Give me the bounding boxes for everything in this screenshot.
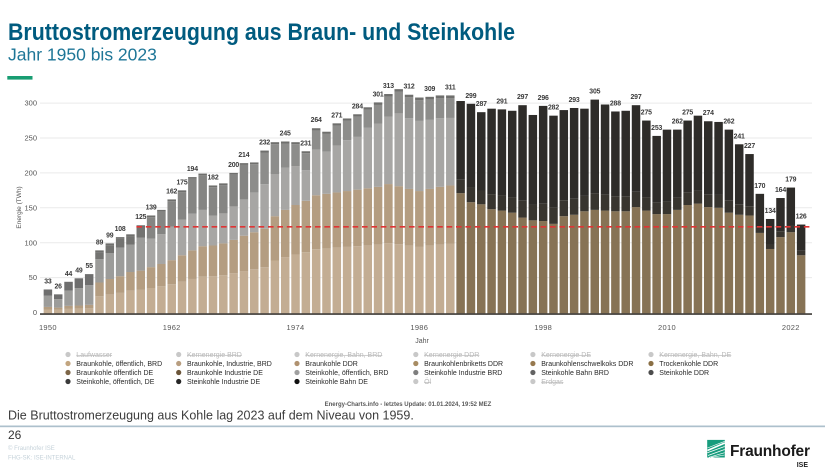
svg-text:297: 297: [517, 94, 528, 101]
svg-text:232: 232: [259, 140, 270, 147]
svg-text:89: 89: [96, 239, 104, 246]
svg-text:Braunkohlenbriketts DDR: Braunkohlenbriketts DDR: [424, 361, 503, 368]
svg-text:Braunkohle DDR: Braunkohle DDR: [305, 361, 358, 368]
svg-text:305: 305: [589, 89, 600, 96]
svg-text:182: 182: [207, 175, 218, 182]
svg-text:Braunkohle Industrie DE: Braunkohle Industrie DE: [187, 370, 263, 377]
svg-text:275: 275: [641, 110, 652, 117]
svg-text:2022: 2022: [782, 323, 800, 332]
svg-text:26: 26: [55, 283, 63, 290]
svg-text:231: 231: [300, 140, 311, 147]
svg-text:Laufwasser: Laufwasser: [76, 352, 112, 359]
svg-text:26: 26: [8, 428, 22, 442]
svg-text:134: 134: [765, 208, 776, 215]
svg-text:50: 50: [29, 273, 37, 282]
svg-text:139: 139: [146, 205, 157, 212]
svg-text:108: 108: [115, 226, 126, 233]
svg-text:ISE: ISE: [797, 462, 809, 469]
svg-text:150: 150: [24, 203, 37, 212]
svg-text:164: 164: [775, 187, 786, 194]
svg-text:162: 162: [166, 188, 177, 195]
svg-text:Steinkohle, öffentlich, DE: Steinkohle, öffentlich, DE: [76, 379, 154, 386]
svg-text:200: 200: [228, 162, 239, 169]
svg-text:Kernenergie, Bahn, DE: Kernenergie, Bahn, DE: [659, 352, 731, 359]
svg-text:Energy-Charts.info - letztes U: Energy-Charts.info - letztes Update: 01.…: [325, 402, 492, 408]
svg-text:49: 49: [75, 267, 83, 274]
svg-text:Die Bruttostromerzeugung aus K: Die Bruttostromerzeugung aus Kohle lag 2…: [8, 409, 414, 423]
svg-text:Energie (TWh): Energie (TWh): [16, 186, 23, 228]
svg-text:1998: 1998: [534, 323, 552, 332]
svg-text:287: 287: [476, 101, 487, 108]
svg-text:227: 227: [744, 143, 755, 150]
svg-text:Jahr 1950 bis 2023: Jahr 1950 bis 2023: [8, 45, 157, 65]
svg-text:126: 126: [796, 214, 807, 221]
svg-text:245: 245: [280, 131, 291, 138]
svg-text:194: 194: [187, 166, 198, 173]
svg-text:214: 214: [238, 152, 249, 159]
svg-text:175: 175: [176, 179, 187, 186]
svg-text:2010: 2010: [658, 323, 676, 332]
svg-text:284: 284: [352, 103, 363, 110]
svg-text:291: 291: [496, 98, 507, 105]
svg-text:179: 179: [785, 177, 796, 184]
svg-text:288: 288: [610, 101, 621, 108]
svg-text:299: 299: [465, 93, 476, 100]
svg-text:271: 271: [331, 112, 342, 119]
svg-text:312: 312: [403, 84, 414, 91]
svg-text:1950: 1950: [39, 323, 57, 332]
svg-text:241: 241: [734, 133, 745, 140]
svg-text:313: 313: [383, 83, 394, 90]
svg-text:Steinkohle Industrie DE: Steinkohle Industrie DE: [187, 379, 260, 386]
svg-text:Steinkohle Bahn DE: Steinkohle Bahn DE: [305, 379, 368, 386]
svg-text:55: 55: [86, 263, 94, 270]
svg-text:293: 293: [569, 97, 580, 104]
svg-text:296: 296: [538, 95, 549, 102]
svg-text:FHG-SK: ISE-INTERNAL: FHG-SK: ISE-INTERNAL: [8, 456, 76, 462]
svg-text:0: 0: [33, 308, 37, 317]
svg-text:Kernenergie DDR: Kernenergie DDR: [424, 352, 479, 359]
svg-text:1962: 1962: [163, 323, 181, 332]
svg-text:Bruttostromerzeugung aus Braun: Bruttostromerzeugung aus Braun- und Stei…: [8, 19, 515, 46]
svg-text:Braunkohle, Industrie, BRD: Braunkohle, Industrie, BRD: [187, 361, 272, 368]
svg-text:301: 301: [373, 91, 384, 98]
svg-text:264: 264: [311, 117, 322, 124]
svg-text:309: 309: [424, 86, 435, 93]
svg-text:262: 262: [672, 119, 683, 126]
svg-text:99: 99: [106, 232, 114, 239]
svg-text:Steinkohle, öffentlich, BRD: Steinkohle, öffentlich, BRD: [305, 370, 388, 377]
svg-text:Braunkohle, öffentlich, BRD: Braunkohle, öffentlich, BRD: [76, 361, 162, 368]
svg-text:275: 275: [682, 110, 693, 117]
svg-text:Steinkohle Bahn BRD: Steinkohle Bahn BRD: [541, 370, 609, 377]
svg-text:250: 250: [24, 134, 37, 143]
svg-text:Jahr: Jahr: [415, 338, 429, 345]
svg-text:297: 297: [630, 94, 641, 101]
svg-text:Fraunhofer: Fraunhofer: [730, 443, 810, 460]
svg-text:Kernenergie, Bahn, BRD: Kernenergie, Bahn, BRD: [305, 352, 382, 359]
svg-text:Erdgas: Erdgas: [541, 379, 564, 386]
svg-text:Kernenergie BRD: Kernenergie BRD: [187, 352, 242, 359]
svg-text:274: 274: [703, 110, 714, 117]
svg-text:100: 100: [24, 238, 37, 247]
svg-text:Steinkohle Industrie BRD: Steinkohle Industrie BRD: [424, 370, 502, 377]
svg-text:253: 253: [651, 125, 662, 132]
svg-text:Kernenergie DE: Kernenergie DE: [541, 352, 591, 359]
svg-text:Steinkohle DDR: Steinkohle DDR: [659, 370, 709, 377]
svg-text:44: 44: [65, 271, 73, 278]
svg-text:Braunkohlenschwelkoks DDR: Braunkohlenschwelkoks DDR: [541, 361, 633, 368]
svg-text:© Fraunhofer ISE: © Fraunhofer ISE: [8, 445, 55, 452]
svg-text:170: 170: [754, 183, 765, 190]
svg-text:Öl: Öl: [424, 378, 431, 386]
svg-text:262: 262: [723, 119, 734, 126]
svg-text:311: 311: [445, 84, 456, 91]
svg-text:33: 33: [44, 279, 52, 286]
svg-text:Braunkohle öffentlich DE: Braunkohle öffentlich DE: [76, 370, 153, 377]
svg-text:Trockenkohle DDR: Trockenkohle DDR: [659, 361, 718, 368]
svg-text:1986: 1986: [410, 323, 428, 332]
svg-text:1974: 1974: [287, 323, 305, 332]
svg-text:300: 300: [24, 99, 37, 108]
svg-text:282: 282: [548, 105, 559, 112]
svg-text:200: 200: [24, 169, 37, 178]
svg-text:125: 125: [135, 214, 146, 221]
